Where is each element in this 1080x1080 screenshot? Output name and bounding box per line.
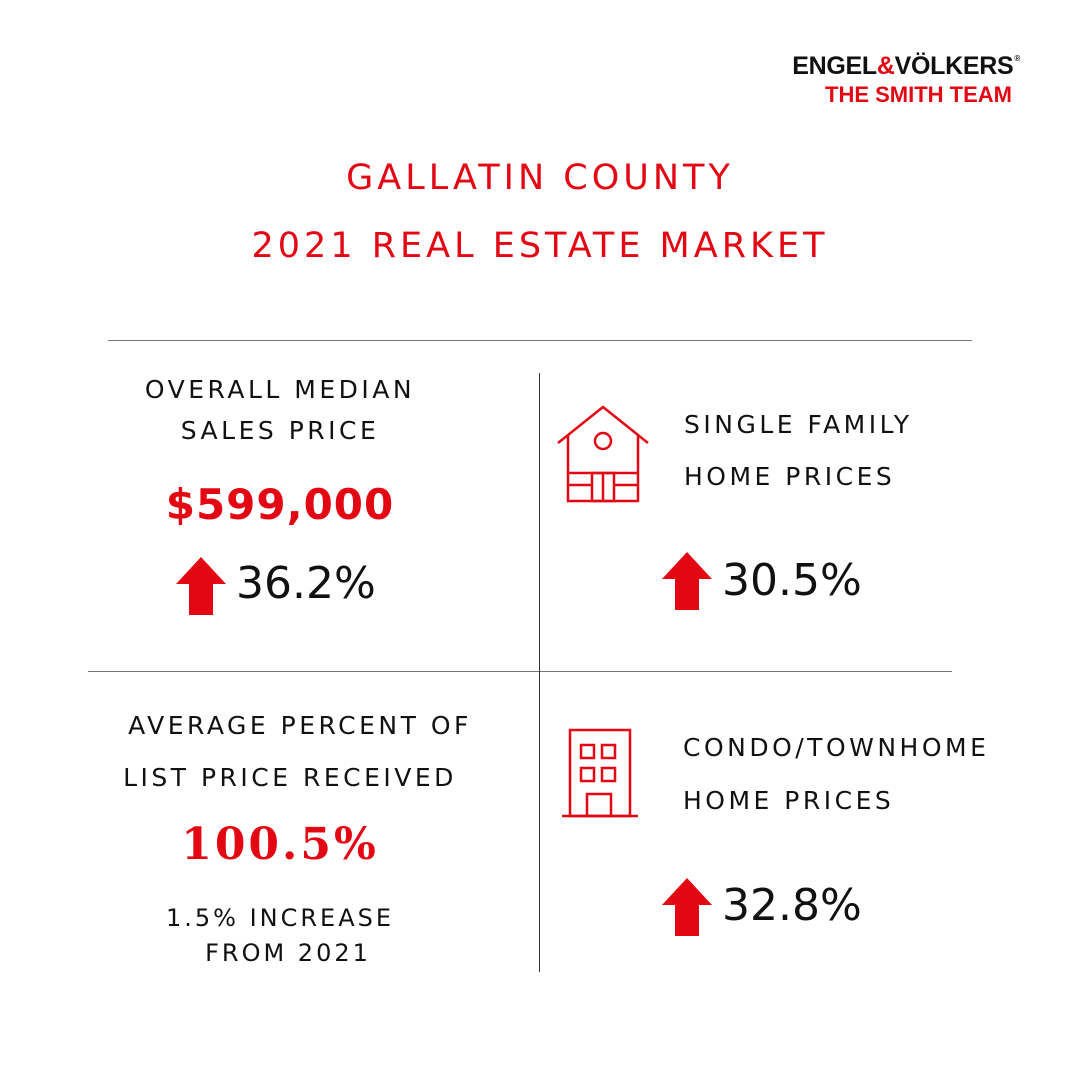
brand-name-part1: ENGEL [792,52,877,80]
team-name: THE SMITH TEAM [825,82,1012,107]
single-family-label-line2: HOME PRICES [684,462,896,491]
condo-change: 32.8% [722,880,862,931]
list-price-label-line1: AVERAGE PERCENT OF [128,711,472,740]
median-label-line1: OVERALL MEDIAN [144,375,416,404]
brand-logo: ENGEL&VÖLKERS® [640,52,1020,81]
condo-label-line2: HOME PRICES [683,786,895,815]
increase-note-line2: FROM 2021 [205,939,371,967]
median-label-line2: SALES PRICE [180,416,380,445]
page-title-line2: 2021 REAL ESTATE MARKET [251,226,829,266]
house-icon [556,405,650,505]
brand-ampersand: & [876,52,895,80]
registered-mark: ® [1014,54,1020,63]
arrow-up-icon [662,878,712,936]
building-icon [560,728,640,820]
list-price-value: 100.5% [181,819,379,870]
vertical-divider [539,373,540,972]
single-family-label-line1: SINGLE FAMILY [684,410,913,439]
arrow-up-icon [662,552,712,610]
condo-label-line1: CONDO/TOWNHOME [683,733,990,762]
top-divider [108,340,972,341]
middle-divider [88,671,952,672]
increase-note-line1: 1.5% INCREASE [165,904,395,932]
median-change: 36.2% [236,558,376,609]
median-price-value: $599,000 [165,480,395,529]
page-title-line1: GALLATIN COUNTY [346,158,734,198]
single-family-change: 30.5% [722,555,862,606]
list-price-label-line2: LIST PRICE RECEIVED [123,763,457,792]
arrow-up-icon [176,557,226,615]
brand-name-part2: VÖLKERS [894,52,1014,80]
